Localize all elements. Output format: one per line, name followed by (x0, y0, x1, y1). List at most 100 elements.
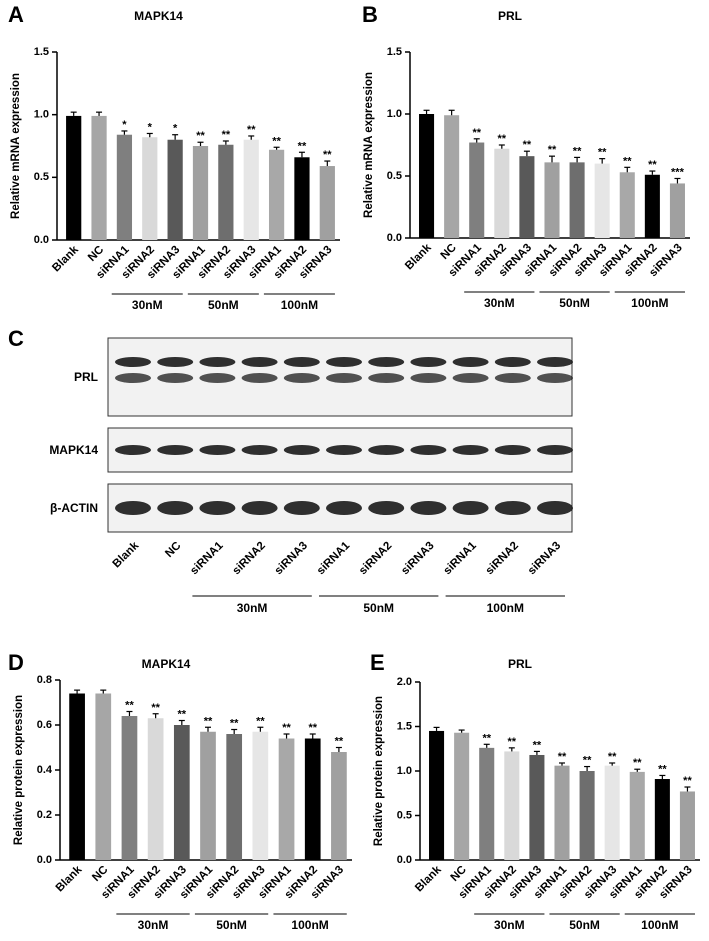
blot-band (410, 501, 447, 515)
bar (529, 754, 545, 860)
blot-band (494, 373, 531, 383)
bar (294, 157, 310, 240)
panel-label: A (8, 2, 24, 27)
y-tick-label: 2.0 (397, 676, 412, 688)
blot-band (199, 357, 236, 367)
bar (95, 693, 112, 860)
y-tick-label: 1.5 (34, 46, 49, 58)
x-tick-label: Blank (50, 243, 81, 274)
x-tick-label: NC (90, 864, 110, 884)
x-tick-label: Blank (413, 863, 444, 894)
blot-row-label: β-ACTIN (50, 501, 98, 515)
group-label: 100nM (281, 298, 318, 312)
bar (243, 139, 259, 240)
bar (594, 163, 610, 238)
group-label: 50nM (363, 601, 394, 615)
y-tick-label: 0.6 (37, 719, 52, 731)
bar (654, 779, 670, 860)
x-tick-label: NC (86, 244, 106, 264)
bar (519, 156, 535, 238)
blot-band (283, 373, 320, 383)
panel-label: D (8, 650, 24, 675)
bar (192, 146, 209, 240)
blot-band (115, 373, 151, 383)
bar (429, 730, 445, 860)
significance-label: ** (633, 757, 642, 769)
group-label: 30nM (138, 918, 169, 932)
y-tick-label: 0.0 (37, 854, 52, 866)
blot-band (199, 445, 236, 455)
blot-band (494, 445, 531, 455)
blot-band (115, 501, 151, 515)
chart-title: PRL (508, 657, 532, 671)
y-tick-label: 0.8 (37, 674, 52, 686)
blot-band (157, 501, 194, 515)
bar (116, 134, 133, 240)
bar (319, 166, 335, 240)
group-label: 50nM (208, 298, 239, 312)
bar (479, 747, 495, 860)
bar (444, 115, 460, 238)
x-tick-label: Blank (54, 863, 85, 894)
significance-label: ** (151, 702, 160, 714)
y-tick-label: 0.5 (387, 170, 402, 182)
lane-label: siRNA3 (526, 540, 563, 577)
x-tick-label: NC (449, 864, 469, 884)
group-label: 50nM (216, 918, 247, 932)
y-axis-label: Relative protein expression (373, 696, 385, 846)
significance-label: ** (125, 700, 134, 712)
y-tick-label: 1.5 (387, 46, 402, 58)
bar (252, 731, 269, 860)
significance-label: ** (583, 755, 592, 767)
bar (679, 791, 695, 860)
bar (504, 751, 520, 860)
significance-label: * (122, 119, 127, 131)
chart-title: PRL (498, 9, 522, 23)
significance-label: ** (523, 139, 532, 151)
significance-label: ** (308, 722, 317, 734)
blot-band (326, 357, 362, 367)
bar (554, 765, 570, 860)
bar (644, 174, 660, 238)
significance-label: *** (671, 166, 685, 178)
blot-band (537, 501, 573, 515)
significance-label: ** (178, 709, 187, 721)
significance-label: ** (598, 147, 607, 159)
significance-label: ** (508, 736, 517, 748)
blot-band (452, 501, 489, 515)
significance-label: ** (648, 159, 657, 171)
blot-band (410, 445, 447, 455)
bar (218, 144, 234, 240)
significance-label: * (148, 121, 153, 133)
bar (469, 142, 485, 238)
significance-label: ** (482, 732, 491, 744)
y-tick-label: 0.0 (34, 234, 49, 246)
bar (604, 765, 620, 860)
bar (331, 752, 347, 860)
lane-label: siRNA3 (399, 540, 436, 577)
bar (226, 734, 243, 860)
significance-label: ** (498, 133, 507, 145)
group-label: 30nM (132, 298, 163, 312)
lane-label: siRNA1 (441, 539, 479, 577)
lane-label: Blank (111, 539, 142, 570)
group-label: 30nM (484, 296, 515, 310)
lane-label: NC (163, 540, 183, 560)
significance-label: ** (256, 715, 265, 727)
group-label: 30nM (237, 601, 268, 615)
panel-label: E (370, 650, 385, 675)
lane-label: siRNA1 (315, 539, 353, 577)
blot-band (283, 501, 320, 515)
blot-band (410, 373, 447, 383)
blot-band (494, 501, 531, 515)
y-tick-label: 0.0 (397, 854, 412, 866)
group-label: 100nM (487, 601, 524, 615)
significance-label: ** (222, 129, 231, 141)
blot-band (115, 445, 151, 455)
panel-label: C (8, 326, 24, 351)
bar (629, 771, 645, 860)
group-label: 100nM (291, 918, 328, 932)
significance-label: ** (533, 739, 542, 751)
y-tick-label: 0.2 (37, 809, 52, 821)
